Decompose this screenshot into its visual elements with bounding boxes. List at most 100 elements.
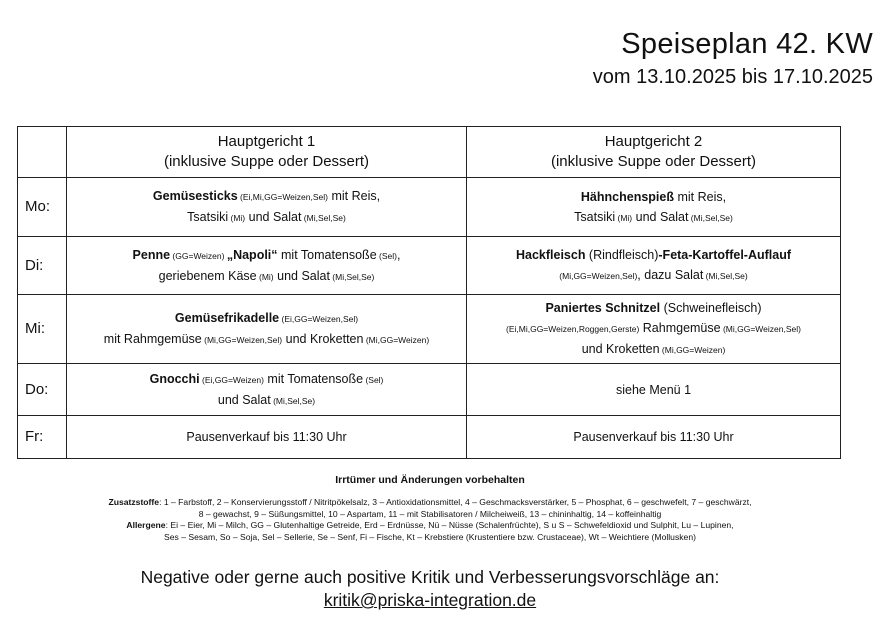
allergen-codes: (Mi,Sel,Se) bbox=[703, 271, 748, 281]
allergen-codes: (GG=Weizen) bbox=[170, 250, 227, 261]
dish-name: Penne bbox=[132, 247, 171, 262]
allergen-codes: (Ei,GG=Weizen,Sel) bbox=[279, 314, 359, 324]
feedback-text: Negative oder gerne auch positive Kritik… bbox=[140, 567, 720, 587]
allergen-codes: (Sel) bbox=[363, 374, 384, 385]
dish-cell-main-1: Pausenverkauf bis 11:30 Uhr bbox=[66, 415, 467, 459]
allergene-text: : Ei – Eier, Mi – Milch, GG – Glutenhalt… bbox=[165, 520, 734, 531]
dish-text: geriebenem Käse bbox=[158, 268, 257, 283]
dish-text: und Kroketten bbox=[282, 332, 364, 346]
dish-line: Paniertes Schnitzel (Schweinefleisch) bbox=[467, 298, 840, 318]
allergen-codes: (Mi) bbox=[615, 212, 633, 223]
allergen-codes: (Mi) bbox=[256, 271, 274, 282]
allergene-label: Allergene bbox=[126, 520, 166, 531]
dish-name: Gnocchi bbox=[149, 371, 200, 386]
column-title: Hauptgericht 1 bbox=[217, 133, 316, 150]
table-row: Do: Gnocchi (Ei,GG=Weizen) mit Tomatensoß… bbox=[17, 363, 841, 416]
feedback: Negative oder gerne auch positive Kritik… bbox=[0, 566, 860, 612]
allergen-codes: (Mi,Sel,Se) bbox=[270, 395, 316, 406]
dish-text: mit Tomatensoße bbox=[263, 371, 364, 386]
dish-line: und Kroketten (Mi,GG=Weizen) bbox=[467, 339, 840, 360]
dish-text: mit Rahmgemüse bbox=[103, 332, 202, 346]
dish-line: geriebenem Käse (Mi) und Salat (Mi,Sel,S… bbox=[67, 266, 466, 287]
legend: Zusatzstoffe: 1 – Farbstoff, 2 – Konserv… bbox=[0, 497, 860, 543]
day-label: Mi: bbox=[17, 294, 67, 364]
day-label: Mo: bbox=[17, 177, 67, 237]
dish-text: und Salat bbox=[217, 392, 271, 407]
allergen-codes: (Ei,GG=Weizen) bbox=[199, 374, 264, 385]
dish-text: Pausenverkauf bis 11:30 Uhr bbox=[186, 430, 347, 444]
column-header-main-2: Hauptgericht 2 (inklusive Suppe oder Dess… bbox=[466, 126, 841, 178]
allergen-codes: (Mi,GG=Weizen,Sel) bbox=[559, 271, 638, 281]
page-title: Speiseplan 42. KW bbox=[621, 28, 873, 60]
menu-table: Hauptgericht 1 (inklusive Suppe oder Dess… bbox=[17, 126, 841, 459]
dish-cell-main-1: Gnocchi (Ei,GG=Weizen) mit Tomatensoße (… bbox=[66, 363, 467, 416]
dish-line: Gemüsefrikadelle (Ei,GG=Weizen,Sel) bbox=[67, 308, 466, 329]
table-row: Mi: Gemüsefrikadelle (Ei,GG=Weizen,Sel) mi… bbox=[17, 294, 841, 364]
dish-text: Tsatsiki bbox=[187, 210, 229, 224]
zusatzstoffe-text: : 1 – Farbstoff, 2 – Konservierungsstoff… bbox=[159, 497, 752, 507]
dish-name: Hackfleisch bbox=[515, 248, 586, 262]
dish-line: (Ei,Mi,GG=Weizen,Roggen,Gerste) Rahmgemü… bbox=[467, 318, 840, 339]
zusatzstoffe-label: Zusatzstoffe bbox=[108, 497, 160, 507]
dish-text: (Rindfleisch) bbox=[585, 248, 659, 262]
dish-text: Tsatsiki bbox=[574, 209, 616, 224]
allergene-line-1: Allergene: Ei – Eier, Mi – Milch, GG – G… bbox=[0, 520, 860, 532]
allergen-codes: (Mi,GG=Weizen,Sel) bbox=[201, 335, 283, 345]
dish-text: und Salat bbox=[273, 268, 330, 283]
dish-line: Hackfleisch (Rindfleisch)-Feta-Kartoffel… bbox=[467, 245, 840, 265]
dish-cell-main-1: Penne (GG=Weizen) „Napoli“ mit Tomatenso… bbox=[66, 236, 467, 295]
dish-text: und Salat bbox=[245, 210, 302, 224]
allergen-codes: (Mi) bbox=[228, 213, 246, 223]
allergen-codes: (Sel) bbox=[376, 250, 397, 261]
date-range: vom 13.10.2025 bis 17.10.2025 bbox=[592, 66, 873, 88]
zusatzstoffe-line-2: 8 – gewachst, 9 – Süßungsmittel, 10 – As… bbox=[198, 508, 662, 519]
dish-cell-main-2: Paniertes Schnitzel (Schweinefleisch) (Ei… bbox=[466, 294, 841, 364]
dish-line: siehe Menü 1 bbox=[467, 380, 840, 400]
dish-name: Gemüsesticks bbox=[152, 189, 238, 203]
dish-name: „Napoli“ bbox=[226, 247, 278, 262]
dish-line: und Salat (Mi,Sel,Se) bbox=[67, 390, 466, 411]
dish-line: Hähnchenspieß mit Reis, bbox=[467, 187, 840, 207]
table-header-row: Hauptgericht 1 (inklusive Suppe oder Dess… bbox=[17, 126, 841, 178]
dish-line: (Mi,GG=Weizen,Sel), dazu Salat (Mi,Sel,S… bbox=[467, 265, 840, 286]
table-row: Di: Penne (GG=Weizen) „Napoli“ mit Tomate… bbox=[17, 236, 841, 295]
dish-text: mit Reis, bbox=[327, 189, 381, 203]
dish-cell-main-1: Gemüsefrikadelle (Ei,GG=Weizen,Sel) mit R… bbox=[66, 294, 467, 364]
feedback-email-link[interactable]: kritik@priska-integration.de bbox=[323, 590, 537, 610]
dish-name: Paniertes Schnitzel bbox=[545, 301, 661, 315]
dish-text: , bbox=[396, 247, 401, 262]
dish-cell-main-2: Hackfleisch (Rindfleisch)-Feta-Kartoffel… bbox=[466, 236, 841, 295]
dish-name: Gemüsefrikadelle bbox=[174, 311, 280, 325]
dish-line: mit Rahmgemüse (Mi,GG=Weizen,Sel) und Kr… bbox=[67, 329, 466, 350]
dish-name: Hähnchenspieß bbox=[580, 189, 674, 204]
day-label: Do: bbox=[17, 363, 67, 416]
dish-line: Penne (GG=Weizen) „Napoli“ mit Tomatenso… bbox=[67, 245, 466, 266]
dish-line: Gemüsesticks (Ei,Mi,GG=Weizen,Sel) mit R… bbox=[67, 186, 466, 207]
dish-line: Gnocchi (Ei,GG=Weizen) mit Tomatensoße (… bbox=[67, 369, 466, 390]
dish-text: , dazu Salat bbox=[637, 268, 704, 282]
dish-line: Tsatsiki (Mi) und Salat (Mi,Sel,Se) bbox=[67, 207, 466, 228]
column-header-main-1: Hauptgericht 1 (inklusive Suppe oder Dess… bbox=[66, 126, 467, 178]
dish-text: mit Tomatensoße bbox=[277, 247, 377, 262]
dish-text: und Kroketten bbox=[581, 342, 660, 356]
dish-text: (Schweinefleisch) bbox=[660, 301, 762, 315]
allergen-codes: (Mi,Sel,Se) bbox=[688, 212, 733, 223]
column-title: Hauptgericht 2 bbox=[604, 133, 703, 150]
dish-line: Pausenverkauf bis 11:30 Uhr bbox=[67, 427, 466, 447]
allergene-line-2: Ses – Sesam, So – Soja, Sel – Sellerie, … bbox=[164, 531, 696, 542]
dish-cell-main-1: Gemüsesticks (Ei,Mi,GG=Weizen,Sel) mit R… bbox=[66, 177, 467, 237]
allergen-codes: (Mi,GG=Weizen) bbox=[363, 335, 430, 345]
allergen-codes: (Ei,Mi,GG=Weizen,Sel) bbox=[237, 192, 328, 202]
zusatzstoffe-line-1: Zusatzstoffe: 1 – Farbstoff, 2 – Konserv… bbox=[0, 497, 860, 509]
dish-text: und Salat bbox=[632, 209, 689, 224]
dish-text: siehe Menü 1 bbox=[615, 382, 692, 397]
table-row: Fr: Pausenverkauf bis 11:30 Uhr Pausenverk… bbox=[17, 415, 841, 459]
dish-cell-main-2: Pausenverkauf bis 11:30 Uhr bbox=[466, 415, 841, 459]
day-label: Di: bbox=[17, 236, 67, 295]
dish-cell-main-2: siehe Menü 1 bbox=[466, 363, 841, 416]
column-subtitle: (inklusive Suppe oder Dessert) bbox=[550, 153, 757, 170]
column-subtitle: (inklusive Suppe oder Dessert) bbox=[163, 153, 370, 170]
disclaimer: Irrtümer und Änderungen vorbehalten bbox=[335, 474, 525, 486]
dish-text: Rahmgemüse bbox=[639, 321, 721, 335]
dish-text: mit Reis, bbox=[673, 189, 727, 204]
